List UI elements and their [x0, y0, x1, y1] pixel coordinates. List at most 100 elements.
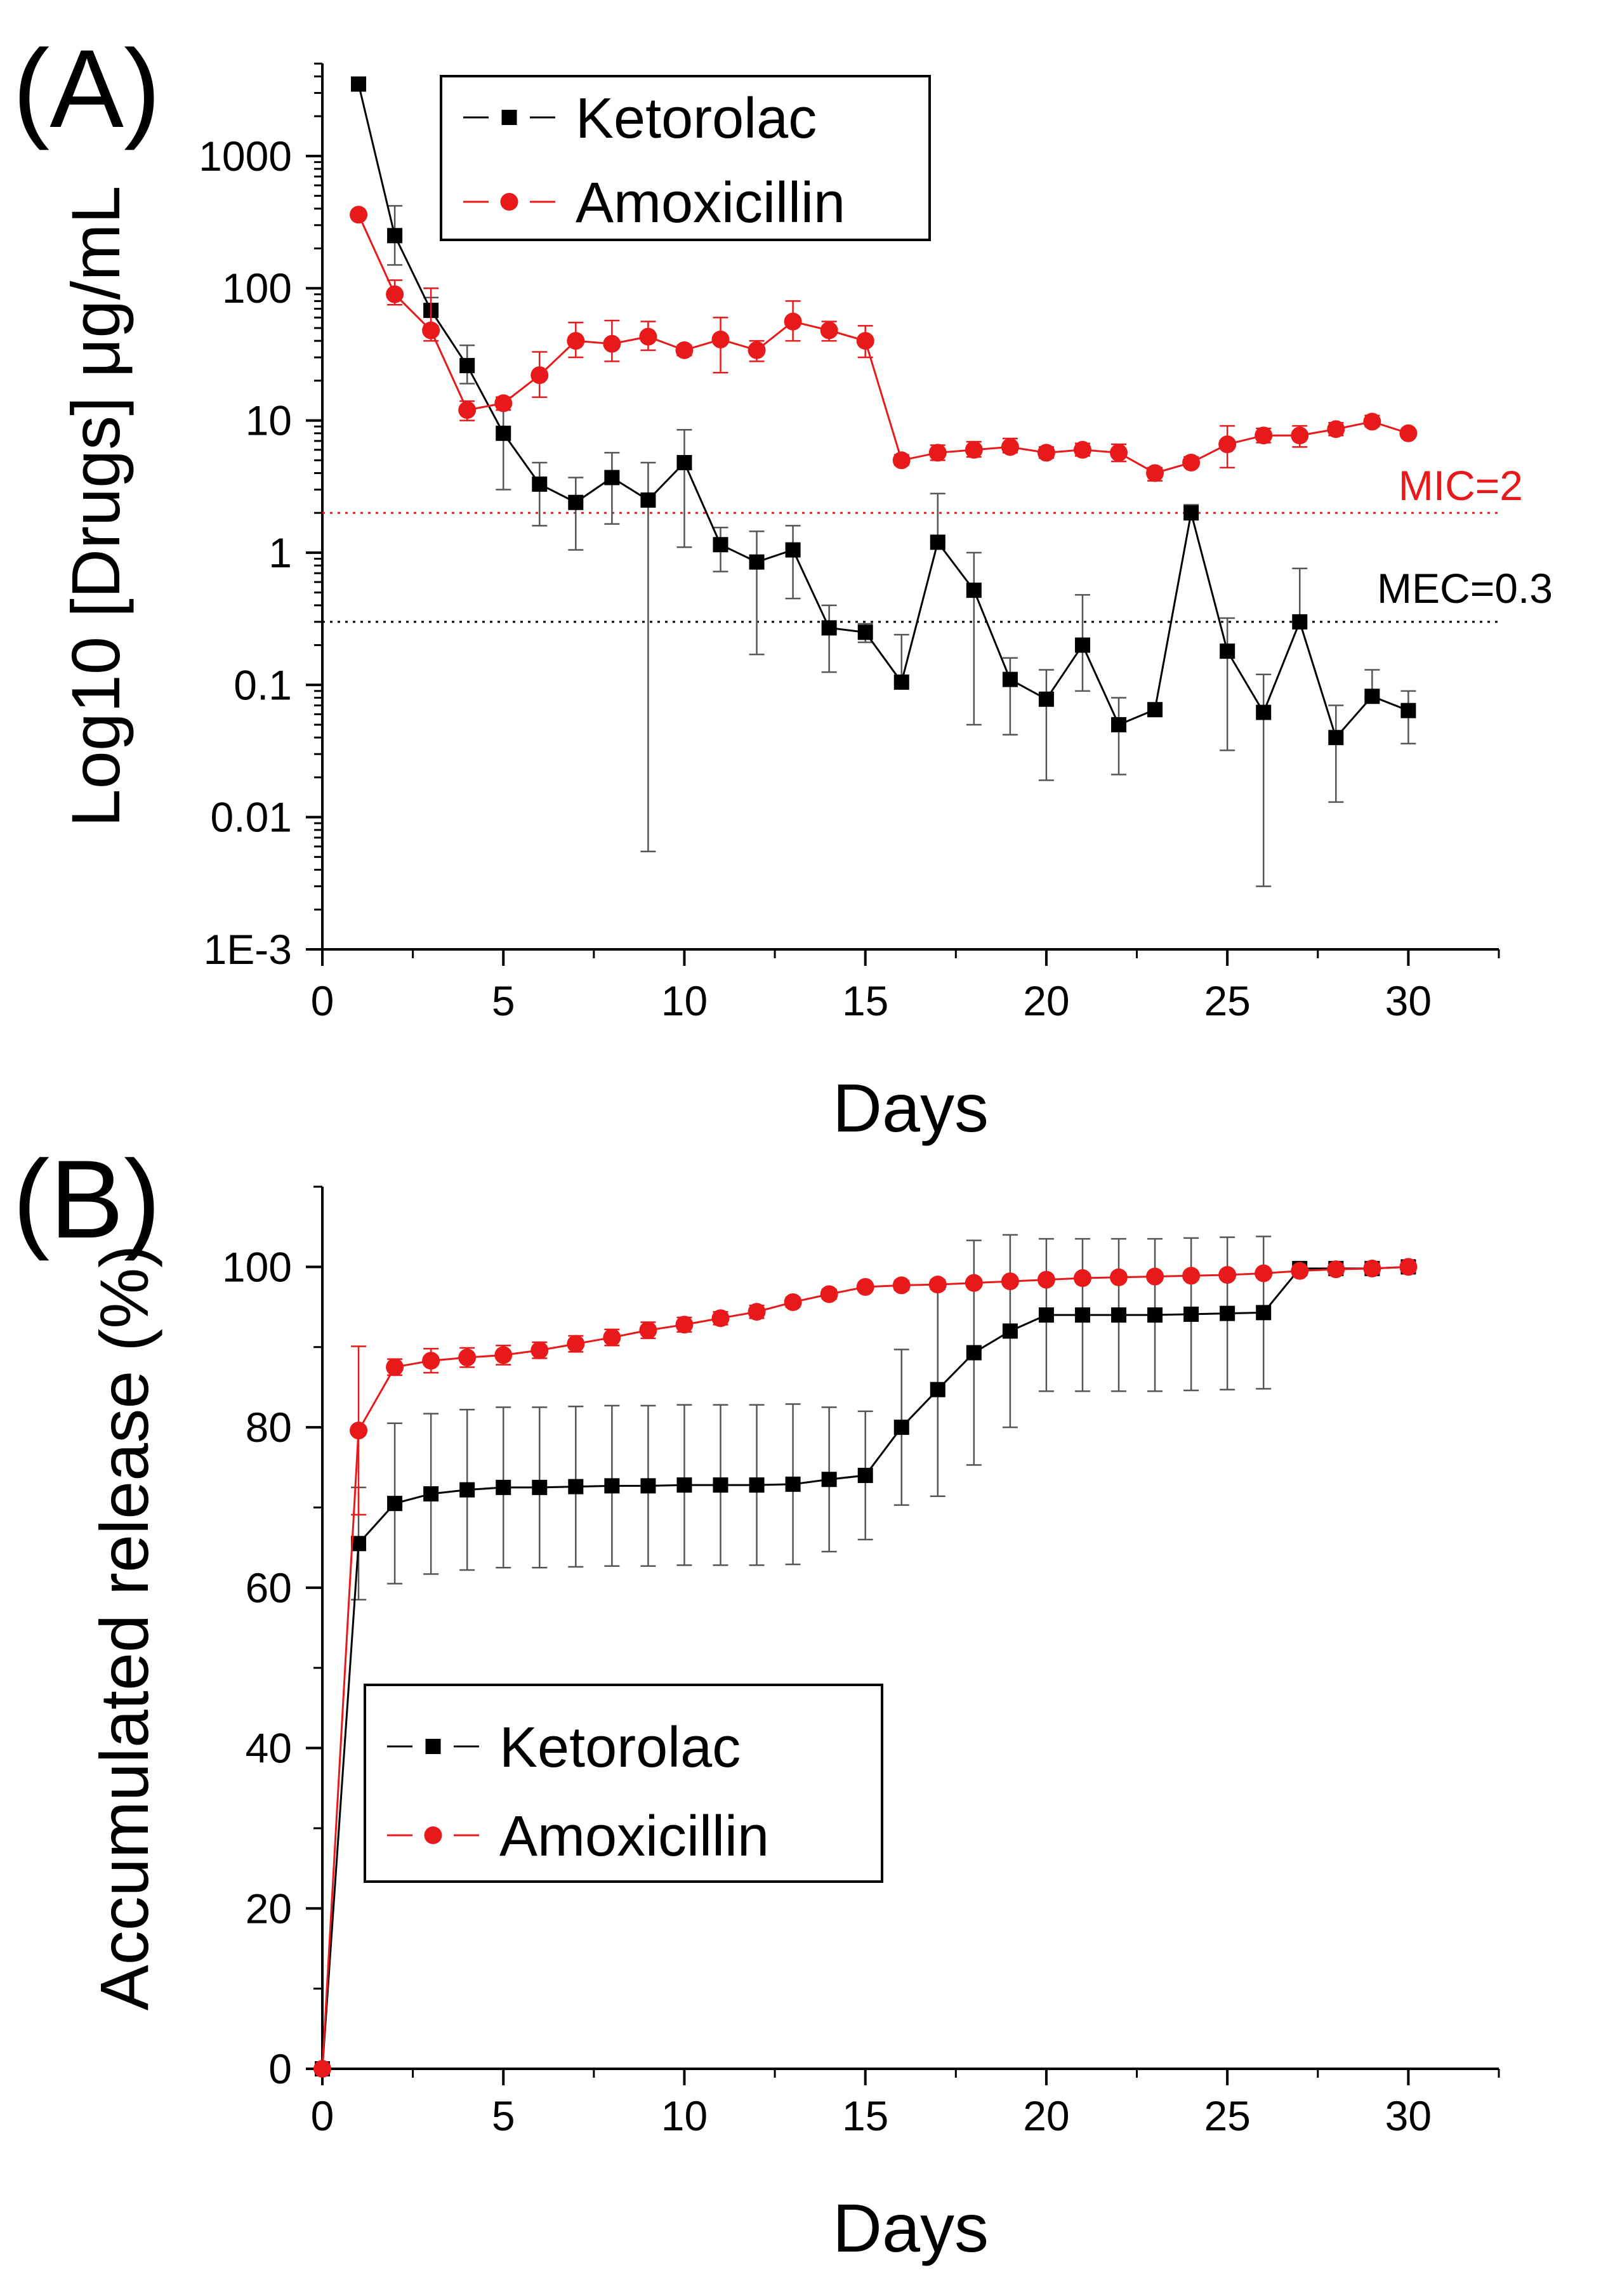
panel-b: (B) 0 5 10 15 20 25 30 0 20 40 60 80 100 Days Accumulat… — [13, 1138, 1500, 2266]
series-line — [357, 84, 1409, 740]
ketorolac-point — [857, 624, 873, 640]
x-tick-label: 30 — [1385, 2092, 1432, 2139]
amoxicillin-point — [458, 401, 477, 419]
legend-marker-amoxicillin — [424, 1826, 442, 1844]
amoxicillin-point — [494, 394, 513, 412]
amoxicillin-point — [748, 341, 766, 359]
y-tick-label: 1000 — [199, 133, 292, 180]
amoxicillin-point — [386, 1358, 404, 1376]
x-axis-title: Days — [833, 2189, 989, 2266]
ketorolac-point — [857, 1467, 873, 1483]
ketorolac-point — [351, 76, 367, 92]
ketorolac-point — [532, 476, 548, 492]
panel-a: (A) 0 5 10 15 20 25 30 1E-3 0.01 0.1 1 10 100 1000 Days… — [13, 27, 1553, 1146]
ketorolac-point — [496, 425, 511, 441]
ketorolac-point — [676, 454, 692, 470]
panel-label: (A) — [13, 27, 161, 151]
amoxicillin-point — [1037, 444, 1055, 462]
ketorolac-point — [459, 1482, 475, 1498]
amoxicillin-point — [1363, 412, 1381, 431]
amoxicillin-point — [748, 1303, 766, 1321]
amoxicillin-point — [892, 1276, 911, 1295]
ketorolac-point — [930, 1382, 945, 1397]
series-ketorolac — [351, 76, 1416, 887]
legend-box — [364, 1684, 883, 1883]
y-tick-label: 40 — [246, 1725, 292, 1772]
ketorolac-point — [785, 542, 801, 558]
x-tick-label: 25 — [1204, 977, 1250, 1024]
x-tick-label: 15 — [842, 2092, 888, 2139]
ketorolac-point — [1400, 703, 1416, 718]
legend-marker-ketorolac — [501, 110, 517, 125]
ketorolac-point — [1147, 702, 1163, 718]
amoxicillin-point — [1001, 438, 1019, 456]
ketorolac-point — [532, 1479, 548, 1495]
ketorolac-point — [966, 583, 982, 598]
ketorolac-point — [785, 1476, 801, 1492]
ketorolac-point — [1256, 1305, 1272, 1321]
y-axis-title: Log10 [Drugs] μg/mL — [57, 186, 134, 828]
amoxicillin-point — [1327, 420, 1345, 439]
ketorolac-point — [568, 494, 584, 510]
amoxicillin-point — [1291, 1262, 1309, 1280]
y-tick-label: 0 — [268, 2045, 292, 2092]
y-tick-label: 1E-3 — [204, 926, 292, 973]
amoxicillin-point — [603, 1328, 621, 1347]
legend-label-amoxicillin: Amoxicillin — [499, 1805, 769, 1868]
ketorolac-point — [1111, 1307, 1127, 1323]
amoxicillin-point — [1110, 1268, 1128, 1286]
ketorolac-point — [1364, 689, 1380, 704]
amoxicillin-point — [639, 327, 657, 346]
legend: Ketorolac Amoxicillin — [364, 1684, 883, 1883]
x-tick-label: 0 — [311, 2092, 334, 2139]
ketorolac-point — [930, 534, 945, 550]
amoxicillin-point — [1363, 1259, 1381, 1277]
x-tick-label: 10 — [661, 2092, 708, 2139]
amoxicillin-point — [639, 1321, 657, 1340]
amoxicillin-point — [1073, 440, 1091, 459]
series-ketorolac — [315, 1234, 1416, 2076]
x-tick-label: 0 — [311, 977, 334, 1024]
legend-label-ketorolac: Ketorolac — [499, 1716, 741, 1779]
legend-marker-ketorolac — [425, 1739, 441, 1754]
amoxicillin-point — [1146, 464, 1164, 482]
x-tick-label: 5 — [492, 2092, 515, 2139]
y-tick-label: 60 — [246, 1564, 292, 1611]
amoxicillin-point — [1255, 1264, 1273, 1283]
amoxicillin-point — [1110, 444, 1128, 462]
y-tick-label: 20 — [246, 1885, 292, 1932]
ketorolac-point — [1220, 643, 1235, 659]
ketorolac-point — [749, 1477, 765, 1493]
ketorolac-point — [423, 1486, 439, 1501]
ketorolac-point — [1220, 1305, 1235, 1321]
ketorolac-point — [821, 1472, 837, 1488]
x-axis-title: Days — [833, 1069, 989, 1146]
amoxicillin-point — [1399, 424, 1418, 442]
x-tick-label: 5 — [492, 977, 515, 1024]
amoxicillin-point — [820, 1285, 838, 1303]
series-line — [357, 214, 1409, 475]
amoxicillin-point — [458, 1349, 477, 1367]
mic-label: MIC=2 — [1399, 462, 1523, 509]
amoxicillin-point — [494, 1346, 513, 1364]
amoxicillin-point — [422, 1352, 440, 1370]
ketorolac-point — [387, 228, 403, 244]
y-tick-label: 100 — [222, 1243, 292, 1290]
ketorolac-point — [1038, 1307, 1054, 1323]
ketorolac-point — [1002, 1323, 1018, 1339]
amoxicillin-point — [422, 321, 440, 340]
y-axis-title: Accumulated release (%) — [86, 1245, 162, 2011]
ketorolac-point — [1328, 730, 1344, 746]
ketorolac-point — [1002, 671, 1018, 687]
ketorolac-point — [351, 1536, 367, 1552]
amoxicillin-point — [711, 1309, 730, 1328]
amoxicillin-point — [1327, 1260, 1345, 1279]
amoxicillin-point — [856, 1277, 874, 1296]
y-tick-label: 10 — [246, 397, 292, 444]
amoxicillin-point — [1291, 426, 1309, 445]
amoxicillin-point — [965, 440, 983, 459]
amoxicillin-point — [567, 332, 585, 350]
amoxicillin-point — [1218, 435, 1237, 454]
amoxicillin-point — [965, 1274, 983, 1292]
amoxicillin-point — [1073, 1269, 1091, 1288]
